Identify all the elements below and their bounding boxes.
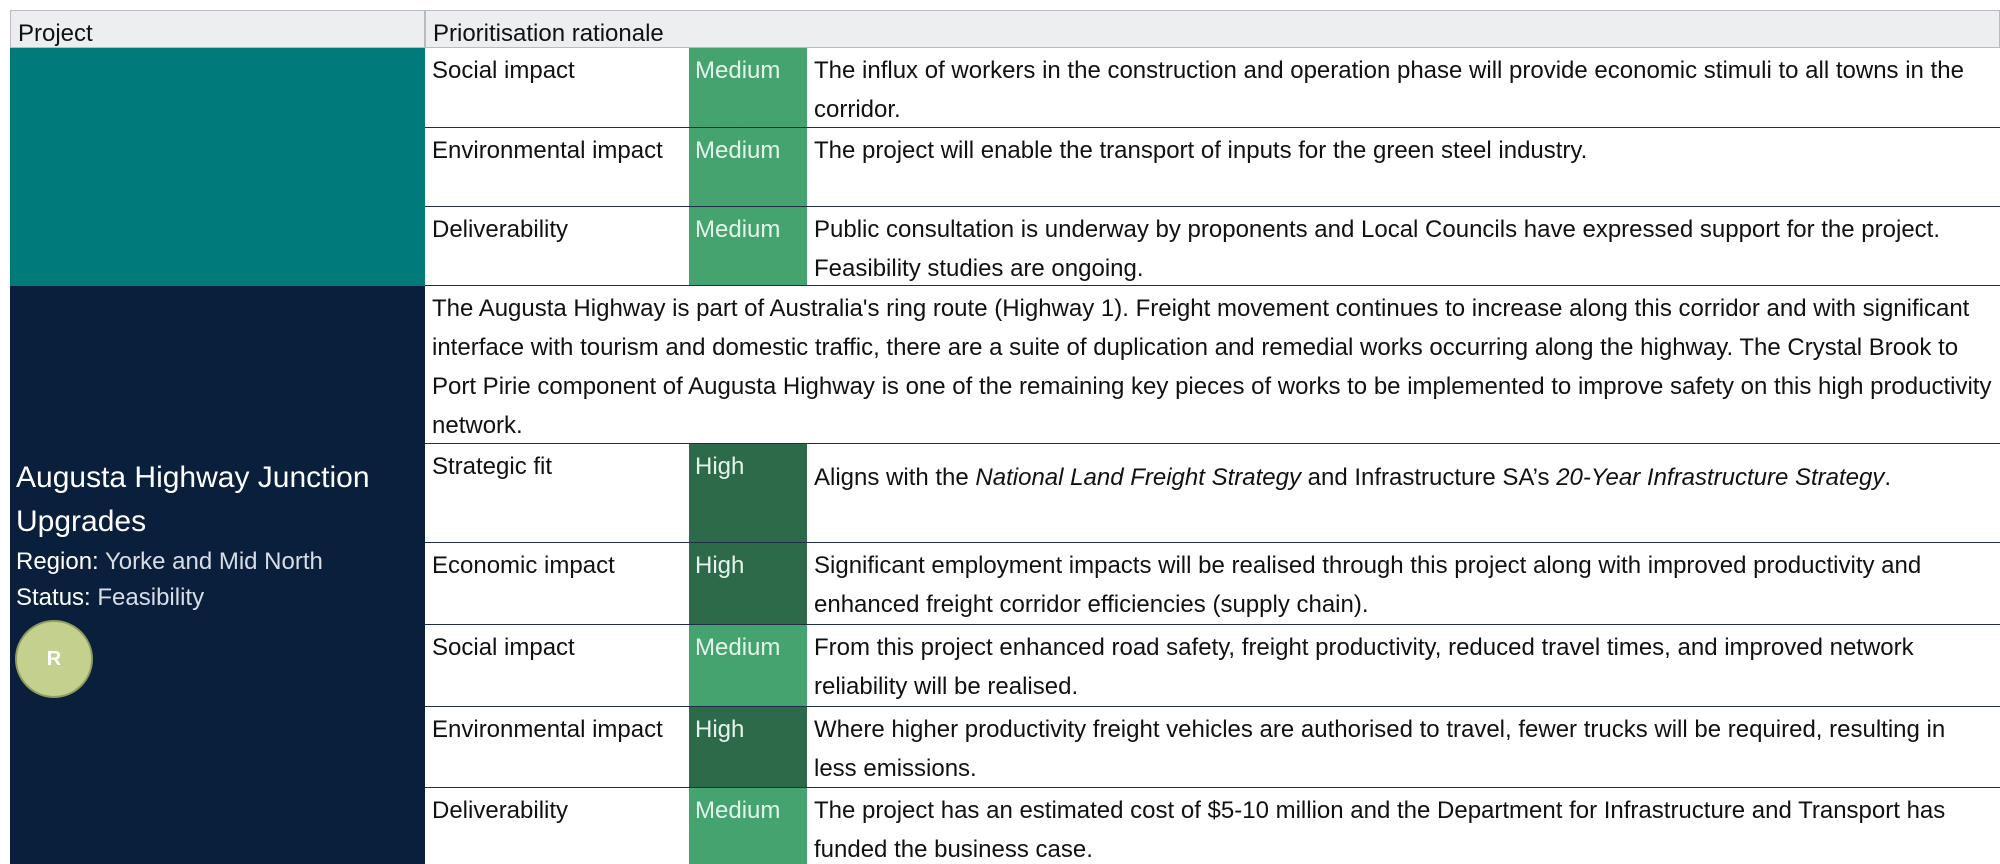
header-project: Project xyxy=(10,10,425,48)
criterion: Social impact xyxy=(425,625,689,707)
intro: The Augusta Highway is part of Australia… xyxy=(425,286,2000,444)
rationale-part: . xyxy=(1884,464,1892,491)
rating: Medium xyxy=(689,48,807,128)
rationale: The project will enable the transport of… xyxy=(807,128,2000,207)
rating: High xyxy=(689,444,807,543)
rationale: Public consultation is underway by propo… xyxy=(807,207,2000,286)
status-label: Status: xyxy=(16,584,91,611)
rationale-part: National Land Freight Strategy xyxy=(975,464,1301,491)
project-cell xyxy=(10,48,425,286)
status-badge: R xyxy=(15,620,93,698)
rationale-part: and Infrastructure SA’s xyxy=(1300,464,1557,491)
rationale: The project has an estimated cost of $5-… xyxy=(807,788,2000,864)
criterion: Deliverability xyxy=(425,207,689,286)
criterion: Economic impact xyxy=(425,543,689,625)
region-value: Yorke and Mid North xyxy=(104,548,323,575)
project-info: Augusta Highway Junction Upgrades Region:… xyxy=(16,456,416,616)
status: Status: Feasibility xyxy=(16,580,416,616)
project-cell: Augusta Highway Junction Upgrades Region:… xyxy=(10,286,425,864)
rating: Medium xyxy=(689,207,807,286)
criterion: Deliverability xyxy=(425,788,689,864)
criterion: Environmental impact xyxy=(425,707,689,788)
rating: Medium xyxy=(689,788,807,864)
rating: High xyxy=(689,707,807,788)
criterion: Strategic fit xyxy=(425,444,689,543)
header-rationale: Prioritisation rationale xyxy=(425,10,2000,48)
rationale: From this project enhanced road safety, … xyxy=(807,625,2000,707)
rationale-part: Aligns with the xyxy=(814,464,976,491)
rating: High xyxy=(689,543,807,625)
region-label: Region: xyxy=(16,548,99,575)
rating: Medium xyxy=(689,625,807,707)
criterion: Environmental impact xyxy=(425,128,689,207)
rationale-part: 20-Year Infrastructure Strategy xyxy=(1556,464,1885,491)
rating: Medium xyxy=(689,128,807,207)
rationale: Aligns with the National Land Freight St… xyxy=(807,444,2000,543)
rationale: Significant employment impacts will be r… xyxy=(807,543,2000,625)
rationale: The influx of workers in the constructio… xyxy=(807,48,2000,128)
region: Region: Yorke and Mid North xyxy=(16,544,416,580)
project-name: Augusta Highway Junction Upgrades xyxy=(16,461,370,538)
status-value: Feasibility xyxy=(97,584,205,611)
criterion: Social impact xyxy=(425,48,689,128)
rationale: Where higher productivity freight vehicl… xyxy=(807,707,2000,788)
